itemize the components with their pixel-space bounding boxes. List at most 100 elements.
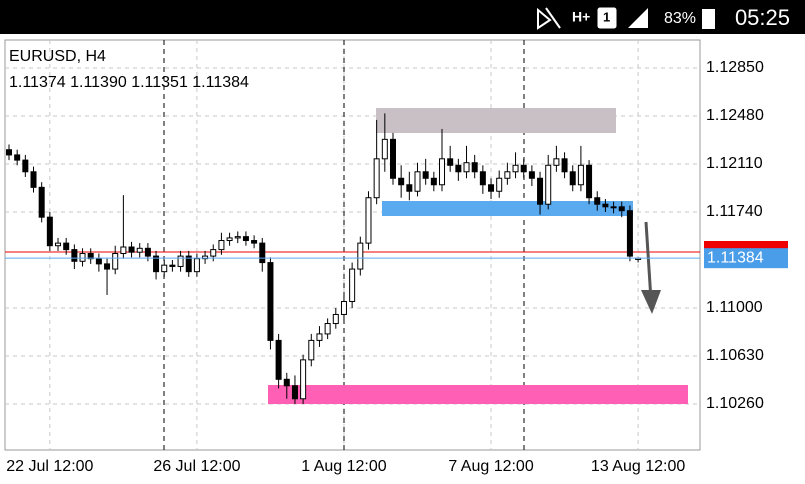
candle-body: [308, 339, 315, 361]
x-tick-label: 13 Aug 12:00: [591, 458, 685, 475]
candle-body: [87, 252, 94, 260]
y-tick-label: 1.12480: [706, 107, 764, 124]
candle-body: [63, 242, 70, 251]
candle-body: [95, 258, 102, 265]
candle-body: [22, 159, 29, 173]
candle-body: [439, 158, 446, 186]
candle-body: [488, 184, 495, 192]
y-tick-label: 1.12110: [706, 155, 763, 172]
candle-body: [594, 197, 601, 205]
candle-body: [389, 138, 396, 179]
candle-body: [365, 197, 372, 244]
candle-body: [324, 323, 331, 335]
candle-body: [577, 164, 584, 186]
candle-body: [38, 186, 45, 218]
candle-body: [242, 236, 249, 242]
candles: [6, 113, 642, 404]
candle-body: [218, 240, 225, 251]
candle-body: [30, 171, 37, 188]
arrow-shaft: [644, 221, 653, 301]
battery-icon: [702, 9, 715, 29]
candle-body: [316, 333, 323, 341]
candle-body: [553, 158, 560, 166]
candle-body: [504, 171, 511, 179]
arrow-head: [641, 290, 661, 314]
candle-body: [136, 247, 143, 253]
candle-body: [512, 164, 519, 173]
candle-body: [496, 177, 503, 192]
candle-body: [202, 255, 209, 260]
candle-body: [177, 255, 184, 267]
candle-body: [373, 158, 380, 199]
network-icon: H+: [572, 9, 590, 25]
candle-body: [618, 206, 625, 212]
ask-label-box: [704, 241, 788, 249]
candle-body: [161, 264, 168, 273]
candle-body: [357, 242, 364, 270]
y-tick-label: 1.10260: [706, 395, 764, 412]
candle-body: [185, 255, 192, 273]
demand-zone: [268, 385, 688, 404]
candle-body: [14, 154, 21, 161]
candle-body: [112, 252, 119, 270]
x-tick-label: 1 Aug 12:00: [301, 458, 387, 475]
bid-label-box: [704, 248, 788, 269]
candle-body: [406, 184, 413, 192]
candle-body: [226, 237, 233, 242]
candle-body: [300, 359, 307, 400]
candle-body: [251, 240, 258, 244]
y-tick-label: 1.12850: [706, 59, 764, 76]
candle-body: [332, 313, 339, 325]
x-tick-label: 7 Aug 12:00: [448, 458, 534, 475]
candle-body: [520, 164, 527, 173]
candle-body: [144, 247, 151, 257]
candle-body: [210, 249, 217, 257]
candle-body: [193, 258, 200, 273]
candle-body: [422, 171, 429, 179]
candle-body: [340, 300, 347, 315]
bid-label: 1.11384: [707, 249, 764, 266]
support-zone: [382, 201, 633, 216]
x-tick-label: 26 Jul 12:00: [153, 458, 240, 475]
candle-body: [291, 385, 298, 400]
symbol-title: EURUSD, H4: [9, 48, 106, 65]
candle-body: [447, 158, 454, 166]
candle-body: [349, 268, 356, 302]
clock: 05:25: [735, 5, 790, 30]
candle-body: [169, 264, 176, 267]
candle-body: [153, 255, 160, 273]
status-icons: H+: [537, 7, 715, 30]
candle-body: [626, 210, 633, 257]
battery-level: 83%: [664, 10, 696, 27]
candle-body: [430, 177, 437, 186]
candle-body: [104, 263, 111, 270]
status-bar: [0, 0, 805, 34]
candle-body: [381, 138, 388, 160]
y-tick-label: 1.11740: [706, 203, 763, 220]
candle-body: [71, 249, 78, 262]
candle-body: [283, 378, 290, 387]
candle-body: [610, 206, 617, 209]
candle-body: [602, 203, 609, 208]
sim-icon: [597, 7, 617, 29]
candle-body: [455, 164, 462, 173]
y-tick-label: 1.11000: [706, 299, 763, 316]
candle-body: [398, 177, 405, 186]
candle-body: [586, 164, 593, 199]
candle-body: [479, 171, 486, 186]
candle-body: [128, 246, 135, 253]
candle-body: [561, 158, 568, 173]
candle-body: [234, 236, 241, 239]
candle-body: [471, 162, 478, 173]
mute-icon: [537, 7, 561, 30]
candle-body: [537, 177, 544, 205]
candle-body: [569, 171, 576, 186]
signal-icon: [628, 8, 648, 28]
sim-number: 1: [603, 9, 610, 24]
resistance-zone: [376, 108, 616, 133]
candle-body: [79, 252, 86, 262]
y-tick-label: 1.10630: [706, 347, 764, 364]
candle-body: [267, 262, 274, 341]
